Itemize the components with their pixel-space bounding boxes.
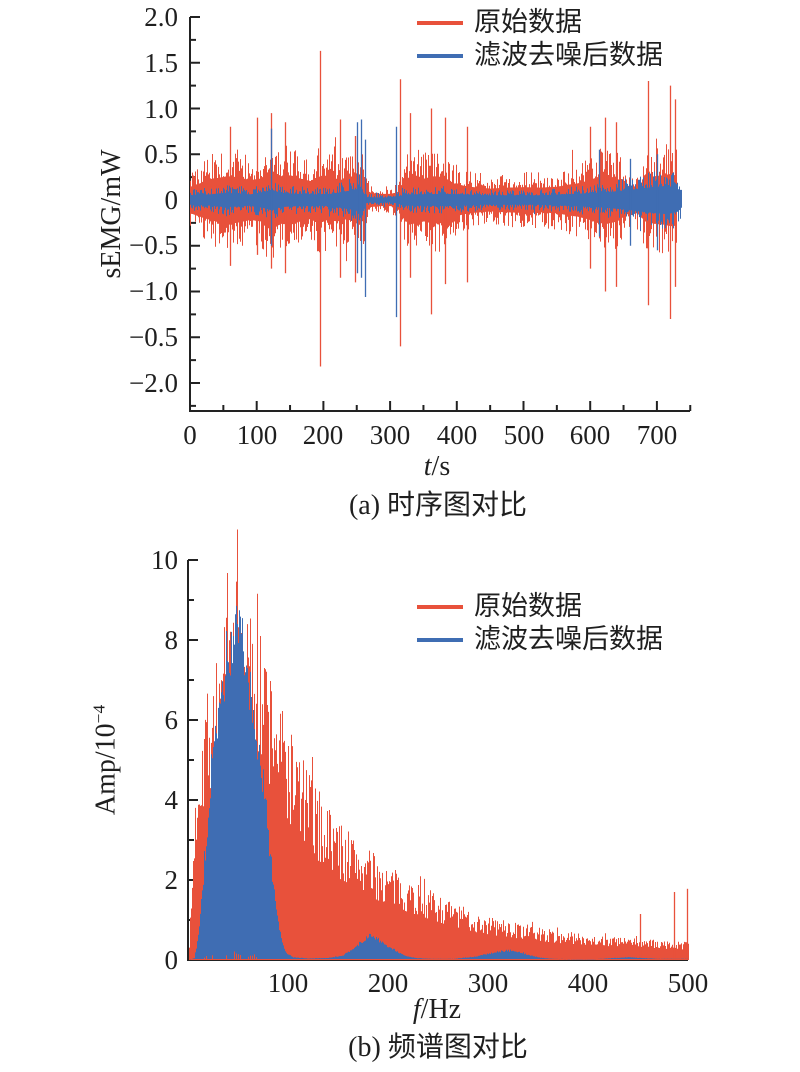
- b-xtick-label: 100: [267, 968, 309, 998]
- a-xtick-label: 100: [236, 420, 278, 450]
- a-ytick-label: −0.5: [129, 230, 178, 260]
- a-xtick-label: 400: [436, 420, 478, 450]
- a-xtick-label: 500: [503, 420, 545, 450]
- b-ytick-label: 6: [164, 705, 179, 735]
- b-ytick-label: 0: [164, 945, 179, 975]
- a-ytick-label: −1.0: [129, 276, 178, 306]
- a-x-axis-unit: /s: [431, 451, 451, 482]
- b-legend-item-raw: 原始数据: [417, 590, 663, 623]
- a-xtick-label: 200: [302, 420, 344, 450]
- a-legend-label-filtered: 滤波去噪后数据: [474, 40, 663, 70]
- b-ytick-label: 4: [164, 785, 179, 815]
- a-xtick-label: 600: [569, 420, 611, 450]
- b-ytick-label: 2: [164, 865, 179, 895]
- a-ytick-label: 1.5: [144, 48, 178, 78]
- a-caption: (a) 时序图对比: [348, 490, 528, 521]
- a-x-axis-symbol: t: [423, 451, 432, 482]
- a-legend-item-raw: 原始数据: [417, 6, 663, 39]
- a-ytick-label: −0.5: [129, 322, 178, 352]
- b-legend-item-filtered: 滤波去噪后数据: [417, 623, 663, 656]
- raw-line-swatch: [417, 20, 463, 25]
- filtered-line-swatch: [417, 53, 463, 58]
- b-x-axis-symbol: f: [412, 994, 421, 1025]
- a-xtick-label: 300: [369, 420, 411, 450]
- a-x-axis-title: t/s: [424, 450, 450, 484]
- b-xtick-label: 200: [367, 968, 409, 998]
- a-legend-item-filtered: 滤波去噪后数据: [417, 39, 663, 72]
- a-ytick-label: 0.5: [144, 139, 178, 169]
- b-legend-label-raw: 原始数据: [474, 591, 582, 621]
- b-caption: (b) 频谱图对比: [348, 1032, 528, 1063]
- a-legend: 原始数据 滤波去噪后数据: [417, 6, 663, 72]
- b-xtick-label: 400: [567, 968, 609, 998]
- a-ytick-label: 1.0: [144, 94, 178, 124]
- a-legend-label-raw: 原始数据: [474, 7, 582, 37]
- b-ytick-label: 8: [164, 625, 179, 655]
- b-legend: 原始数据 滤波去噪后数据: [417, 590, 663, 656]
- raw-line-swatch: [417, 604, 463, 609]
- b-legend-label-filtered: 滤波去噪后数据: [474, 624, 663, 654]
- a-ytick-label: 0: [164, 185, 179, 215]
- a-xtick-label: 0: [183, 420, 197, 450]
- b-x-axis-unit: /Hz: [420, 994, 462, 1025]
- a-ytick-label: 2.0: [144, 2, 178, 32]
- filtered-line-swatch: [417, 637, 463, 642]
- b-xtick-label: 500: [667, 968, 709, 998]
- b-x-axis-title: f/Hz: [413, 993, 461, 1027]
- b-ytick-label: 10: [151, 545, 178, 575]
- a-xtick-label: 700: [636, 420, 678, 450]
- b-xtick-label: 300: [467, 968, 509, 998]
- a-ytick-label: −2.0: [129, 368, 178, 398]
